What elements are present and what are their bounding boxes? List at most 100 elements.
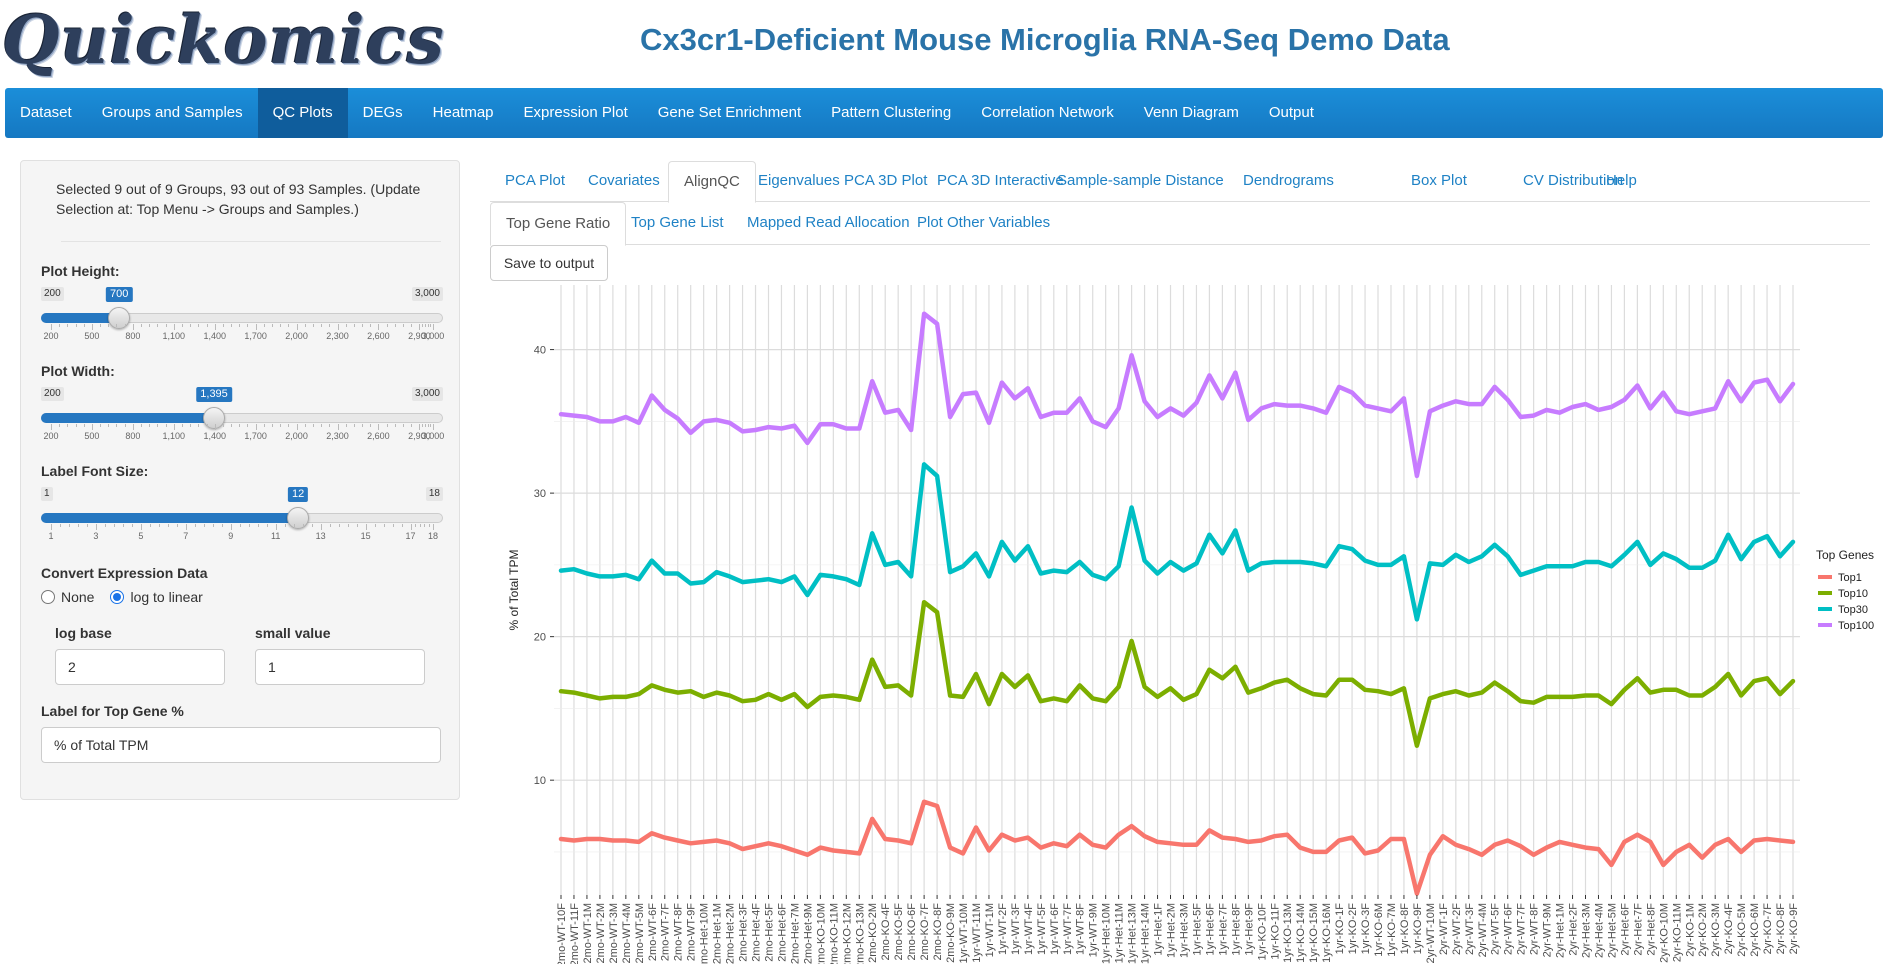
plot-height-minor-tick (321, 324, 323, 327)
plot-height-tick-label: 2,900 (408, 331, 431, 341)
label-font-size-minor-tick (311, 524, 313, 527)
nav-item-groups-and-samples[interactable]: Groups and Samples (101, 104, 243, 121)
plot-panel (554, 285, 1800, 895)
log-base-input[interactable]: 2 (55, 649, 225, 685)
x-tick-label: 2yr-Het-5M (1606, 903, 1618, 958)
tab-cv-distribution[interactable]: CV Distribution (1523, 172, 1624, 189)
subtab-plot-other-variables[interactable]: Plot Other Variables (917, 214, 1051, 231)
plot-height-minor-tick (190, 324, 192, 327)
small-value-input[interactable]: 1 (255, 649, 425, 685)
plot-height-tick-label: 2,600 (367, 331, 390, 341)
nav-item-expression-plot[interactable]: Expression Plot (523, 104, 628, 121)
label-font-size-tick-label: 17 (405, 531, 416, 541)
plot-height-minor-tick (402, 324, 404, 327)
plot-width-minor-tick (124, 424, 126, 427)
plot-width-min-label: 200 (41, 387, 64, 401)
plot-height-tick-label: 1,100 (162, 331, 186, 341)
plot-height-minor-tick (424, 324, 426, 327)
plot-width-tick-label: 500 (84, 431, 100, 441)
plot-width-minor-tick (157, 424, 159, 427)
subtab-top-gene-list[interactable]: Top Gene List (631, 214, 724, 231)
plot-height-handle[interactable] (108, 307, 131, 329)
x-tick-label: 1yr-WT-10M (958, 903, 970, 964)
label-font-size-minor-tick (374, 524, 376, 527)
nav-item-qc-plots[interactable]: QC Plots (257, 88, 348, 138)
alignqc-secondary-tabs: Top Gene Ratio Top Gene List Mapped Read A… (490, 202, 1870, 246)
plot-height-tick (214, 324, 216, 330)
x-tick-label: 1yr-KO-9F (1412, 903, 1424, 955)
x-tick-label: 2mo-WT-8F (673, 903, 685, 961)
plot-height-minor-tick (288, 324, 290, 327)
plot-width-slider[interactable]: 200 3,000 1,395 200 500 800 1,100 1,400 1,700 2,0… (41, 387, 444, 447)
x-tick-label: 1yr-KO-11F (1269, 903, 1281, 960)
nav-item-degs[interactable]: DEGs (362, 104, 403, 121)
plot-width-tick (132, 424, 134, 430)
plot-height-tick-label: 2,300 (326, 331, 349, 341)
x-tick-label: 1yr-WT-3F (1010, 903, 1022, 955)
plot-height-minor-tick (116, 324, 118, 327)
x-tick-label: 2yr-KO-8F (1775, 903, 1787, 955)
label-font-size-minor-tick (401, 524, 403, 527)
label-font-size-minor-tick (239, 524, 241, 527)
nav-item-correlation-network[interactable]: Correlation Network (981, 104, 1114, 121)
radio-none[interactable] (41, 590, 55, 604)
save-to-output-button[interactable]: Save to output (490, 245, 608, 281)
x-tick-label: 1yr-Het-11M (1114, 903, 1126, 963)
label-font-size-tick-label: 18 (427, 531, 439, 541)
plot-height-max-label: 3,000 (411, 287, 443, 301)
plot-height-tick-label: 1,700 (244, 331, 267, 341)
plot-width-minor-tick (353, 424, 355, 427)
subtab-top-gene-ratio[interactable]: Top Gene Ratio (490, 202, 627, 246)
x-tick-label: 2mo-KO-6F (906, 903, 918, 961)
plot-height-minor-tick (165, 324, 167, 327)
x-tick-label: 2mo-Het-5F (764, 903, 776, 962)
settings-sidebar: Selected 9 out of 9 Groups, 93 out of 93… (20, 160, 460, 800)
plot-height-minor-tick (430, 324, 432, 327)
plot-height-minor-tick (198, 324, 200, 327)
tab-pca-plot[interactable]: PCA Plot (505, 172, 566, 189)
tab-eigenvalues[interactable]: Eigenvalues (758, 172, 840, 189)
nav-item-dataset[interactable]: Dataset (20, 104, 72, 121)
x-tick-label: 1yr-Het-13M (1127, 903, 1139, 964)
nav-item-gene-set-enrichment[interactable]: Gene Set Enrichment (657, 104, 802, 121)
plot-width-minor-tick (181, 424, 183, 427)
nav-item-output[interactable]: Output (1268, 104, 1314, 121)
tab-pca-3d-interactive[interactable]: PCA 3D Interactive (937, 172, 1064, 189)
tab-help[interactable]: Help (1606, 172, 1637, 189)
plot-width-tick-label: 2,600 (367, 431, 390, 441)
tab-covariates[interactable]: Covariates (588, 172, 660, 189)
x-tick-label: 2yr-WT-8F (1529, 903, 1541, 955)
selection-info-text: Selected 9 out of 9 Groups, 93 out of 93… (56, 181, 421, 217)
label-font-size-slider[interactable]: 1 18 12 1 3 5 7 9 11 13 15 17 18 (41, 487, 443, 547)
plot-height-tick (378, 324, 380, 330)
nav-item-venn-diagram[interactable]: Venn Diagram (1143, 104, 1239, 121)
label-font-size-handle[interactable] (287, 507, 310, 529)
plot-width-tick (51, 424, 52, 430)
plot-height-minor-tick (59, 324, 61, 327)
nav-item-pattern-clustering[interactable]: Pattern Clustering (831, 104, 952, 121)
plot-height-minor-tick (157, 324, 159, 327)
tab-pca-3d-plot[interactable]: PCA 3D Plot (844, 172, 928, 189)
label-font-size-minor-tick (68, 524, 70, 527)
plot-height-fill (41, 313, 120, 323)
tab-dendrograms[interactable]: Dendrograms (1243, 172, 1334, 189)
x-tick-label: 1yr-WT-1M (984, 903, 996, 957)
plot-width-tick-label: 1,400 (203, 431, 226, 441)
plot-height-tick (296, 324, 298, 330)
nav-item-heatmap[interactable]: Heatmap (432, 104, 494, 121)
tab-alignqc[interactable]: AlignQC (668, 161, 756, 203)
x-tick-label: 1yr-Het-1F (1153, 903, 1165, 956)
radio-log-to-linear[interactable] (110, 590, 125, 604)
tab-sample-sample-distance[interactable]: Sample-sample Distance (1057, 172, 1224, 189)
plot-width-minor-tick (362, 424, 364, 427)
plot-height-minor-tick (263, 324, 265, 327)
top-gene-label-input[interactable]: % of Total TPM (41, 727, 441, 763)
plot-width-handle[interactable] (203, 407, 226, 429)
plot-width-minor-tick (411, 424, 413, 427)
subtab-mapped-read-allocation[interactable]: Mapped Read Allocation (747, 214, 910, 231)
plot-height-slider[interactable]: 200 3,000 700 200 500 800 1,100 1,400 1,700 2,000… (41, 287, 444, 347)
x-tick-label: 2yr-KO-4F (1723, 903, 1735, 955)
tab-box-plot[interactable]: Box Plot (1411, 172, 1467, 189)
x-tick-label: 2mo-WT-4M (621, 903, 633, 964)
app-title: Cx3cr1-Deficient Mouse Microglia RNA-Seq… (640, 22, 1450, 57)
